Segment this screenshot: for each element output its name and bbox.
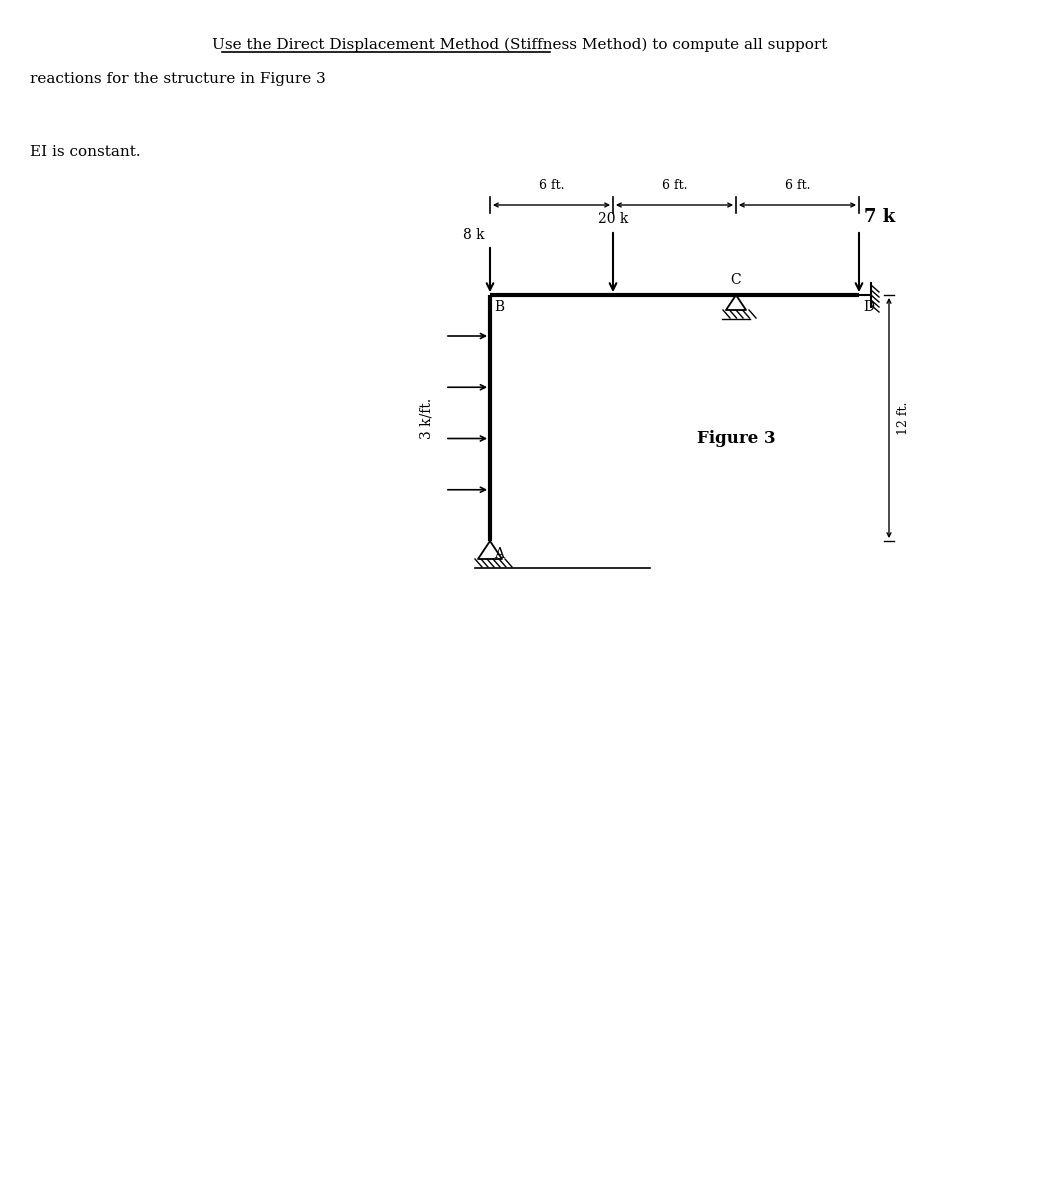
Text: 7 k: 7 k	[864, 208, 895, 226]
Text: 8 k: 8 k	[464, 228, 485, 242]
Text: C: C	[731, 272, 742, 287]
Text: EI is constant.: EI is constant.	[30, 145, 140, 158]
Text: 3 k/ft.: 3 k/ft.	[420, 397, 434, 438]
Text: B: B	[494, 300, 504, 314]
Text: 20 k: 20 k	[598, 212, 628, 226]
Text: D: D	[863, 300, 874, 314]
Text: 12 ft.: 12 ft.	[896, 401, 910, 434]
Text: Use the Direct Displacement Method (Stiffness Method) to compute all support: Use the Direct Displacement Method (Stif…	[212, 38, 828, 53]
Text: 6 ft.: 6 ft.	[785, 179, 810, 192]
Text: reactions for the structure in Figure 3: reactions for the structure in Figure 3	[30, 72, 326, 86]
Text: A: A	[494, 547, 504, 560]
Text: 6 ft.: 6 ft.	[661, 179, 687, 192]
Text: 6 ft.: 6 ft.	[539, 179, 565, 192]
Text: Figure 3: Figure 3	[697, 430, 775, 446]
